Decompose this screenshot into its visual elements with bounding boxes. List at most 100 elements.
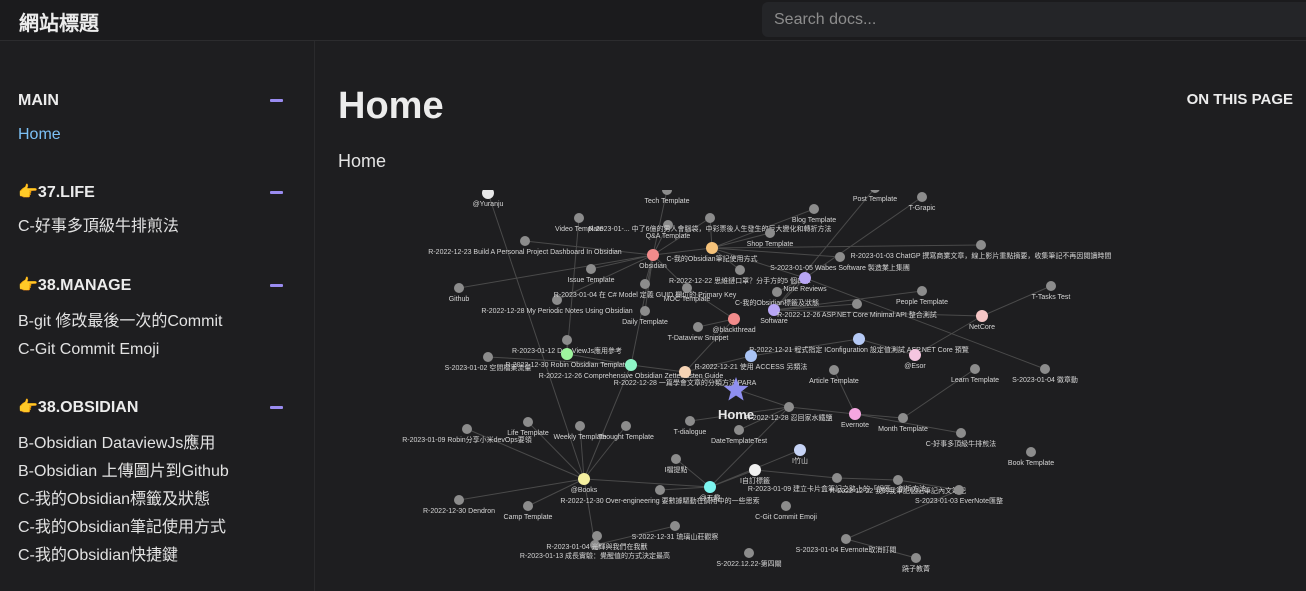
- graph-view[interactable]: @Yuranju Tech Template Post Template T-Grap…: [315, 190, 1306, 591]
- graph-node[interactable]: [647, 249, 659, 261]
- graph-node[interactable]: [1026, 447, 1036, 457]
- graph-node[interactable]: [590, 540, 600, 550]
- graph-node[interactable]: [956, 428, 966, 438]
- graph-node[interactable]: [454, 495, 464, 505]
- graph-center-star-icon[interactable]: [723, 377, 749, 401]
- graph-node[interactable]: [693, 322, 703, 332]
- graph-node[interactable]: [561, 348, 573, 360]
- search-box[interactable]: [762, 2, 1306, 37]
- graph-node[interactable]: [976, 240, 986, 250]
- graph-node[interactable]: [706, 242, 718, 254]
- graph-node[interactable]: [586, 264, 596, 274]
- site-title[interactable]: 網站標題: [19, 13, 99, 35]
- graph-node[interactable]: [482, 190, 494, 199]
- graph-node[interactable]: [562, 335, 572, 345]
- graph-node[interactable]: [523, 501, 533, 511]
- graph-node[interactable]: [662, 190, 672, 195]
- graph-node[interactable]: [954, 485, 964, 495]
- graph-node[interactable]: [781, 501, 791, 511]
- graph-node[interactable]: [552, 295, 562, 305]
- graph-node[interactable]: [640, 306, 650, 316]
- graph-node[interactable]: [682, 283, 692, 293]
- graph-node[interactable]: [852, 299, 862, 309]
- sidebar-item-git-emoji[interactable]: C-Git Commit Emoji: [18, 341, 160, 358]
- graph-node[interactable]: [679, 366, 691, 378]
- graph-node-label: R-2022-12-30 Over-engineering 要數據驅動在調用中的…: [560, 496, 759, 505]
- graph-node[interactable]: [621, 421, 631, 431]
- graph-node[interactable]: [909, 349, 921, 361]
- graph-node[interactable]: [705, 213, 715, 223]
- graph-node[interactable]: [749, 464, 761, 476]
- graph-node[interactable]: [772, 287, 782, 297]
- collapse-icon[interactable]: [270, 400, 284, 414]
- graph-node-label: T-Dataview Snippet: [668, 335, 729, 342]
- graph-node[interactable]: [829, 365, 839, 375]
- graph-node[interactable]: [917, 286, 927, 296]
- graph-node[interactable]: [575, 421, 585, 431]
- graph-node[interactable]: [625, 359, 637, 371]
- graph-edge: [773, 309, 983, 317]
- graph-node[interactable]: [728, 313, 740, 325]
- graph-node[interactable]: [898, 413, 908, 423]
- graph-node[interactable]: [970, 364, 980, 374]
- graph-node[interactable]: [578, 473, 590, 485]
- graph-node[interactable]: [745, 350, 757, 362]
- collapse-icon[interactable]: [270, 93, 284, 107]
- sidebar-item-note-usage[interactable]: C-我的Obsidian筆記使用方式: [18, 519, 227, 536]
- graph-node[interactable]: [841, 534, 851, 544]
- graph-node[interactable]: [655, 485, 665, 495]
- sidebar-section-title[interactable]: 👉38.MANAGE: [18, 277, 132, 294]
- graph-edge: [709, 406, 790, 488]
- graph-node[interactable]: [640, 279, 650, 289]
- graph-node[interactable]: [663, 220, 673, 230]
- sidebar-item-upload-images[interactable]: B-Obsidian 上傳圖片到Github: [18, 463, 229, 480]
- graph-node[interactable]: [462, 424, 472, 434]
- sidebar-section-title[interactable]: 👉37.LIFE: [18, 184, 95, 201]
- graph-node[interactable]: [917, 192, 927, 202]
- graph-node[interactable]: [799, 272, 811, 284]
- graph-node[interactable]: [1040, 364, 1050, 374]
- sidebar-section-title[interactable]: MAIN: [18, 92, 59, 109]
- sidebar-item-dataviewjs[interactable]: B-Obsidian DataviewJs應用: [18, 435, 216, 452]
- graph-node[interactable]: [853, 333, 865, 345]
- graph-node[interactable]: [768, 304, 780, 316]
- graph-node[interactable]: [735, 265, 745, 275]
- graph-node[interactable]: [671, 454, 681, 464]
- graph-node[interactable]: [893, 475, 903, 485]
- graph-edge: [487, 192, 585, 480]
- graph-node[interactable]: [704, 481, 716, 493]
- search-input[interactable]: [762, 2, 1306, 37]
- graph-node[interactable]: [765, 228, 775, 238]
- graph-edge: [590, 254, 654, 270]
- sidebar-item-shortcuts[interactable]: C-我的Obsidian快捷鍵: [18, 547, 179, 564]
- graph-node[interactable]: [483, 352, 493, 362]
- graph-node[interactable]: [784, 402, 794, 412]
- graph-node[interactable]: [592, 531, 602, 541]
- sidebar-item-git-amend[interactable]: B-git 修改最後一次的Commit: [18, 313, 223, 330]
- graph-node[interactable]: [574, 213, 584, 223]
- sidebar-section-life: 👉37.LIFE C-好事多頂級牛排煎法: [18, 181, 284, 241]
- collapse-icon[interactable]: [270, 185, 284, 199]
- graph-node[interactable]: [835, 252, 845, 262]
- graph-node[interactable]: [794, 444, 806, 456]
- graph-node[interactable]: [454, 283, 464, 293]
- graph-node[interactable]: [809, 204, 819, 214]
- graph-node[interactable]: [976, 310, 988, 322]
- sidebar-section-title[interactable]: 👉38.OBSIDIAN: [18, 399, 139, 416]
- graph-node[interactable]: [1046, 281, 1056, 291]
- graph-node[interactable]: [520, 236, 530, 246]
- graph-node[interactable]: [744, 548, 754, 558]
- graph-node[interactable]: [670, 521, 680, 531]
- graph-node[interactable]: [911, 553, 921, 563]
- graph-node[interactable]: [870, 190, 880, 193]
- graph-node-label: I自訂標籤: [740, 476, 770, 485]
- sidebar-item-tags-status[interactable]: C-我的Obsidian標籤及狀態: [18, 491, 211, 508]
- graph-node[interactable]: [523, 417, 533, 427]
- graph-node[interactable]: [849, 408, 861, 420]
- collapse-icon[interactable]: [270, 278, 284, 292]
- graph-node[interactable]: [832, 473, 842, 483]
- sidebar-item-steak[interactable]: C-好事多頂級牛排煎法: [18, 218, 179, 235]
- graph-node[interactable]: [685, 416, 695, 426]
- sidebar-item-home[interactable]: Home: [18, 126, 61, 143]
- graph-node[interactable]: [734, 425, 744, 435]
